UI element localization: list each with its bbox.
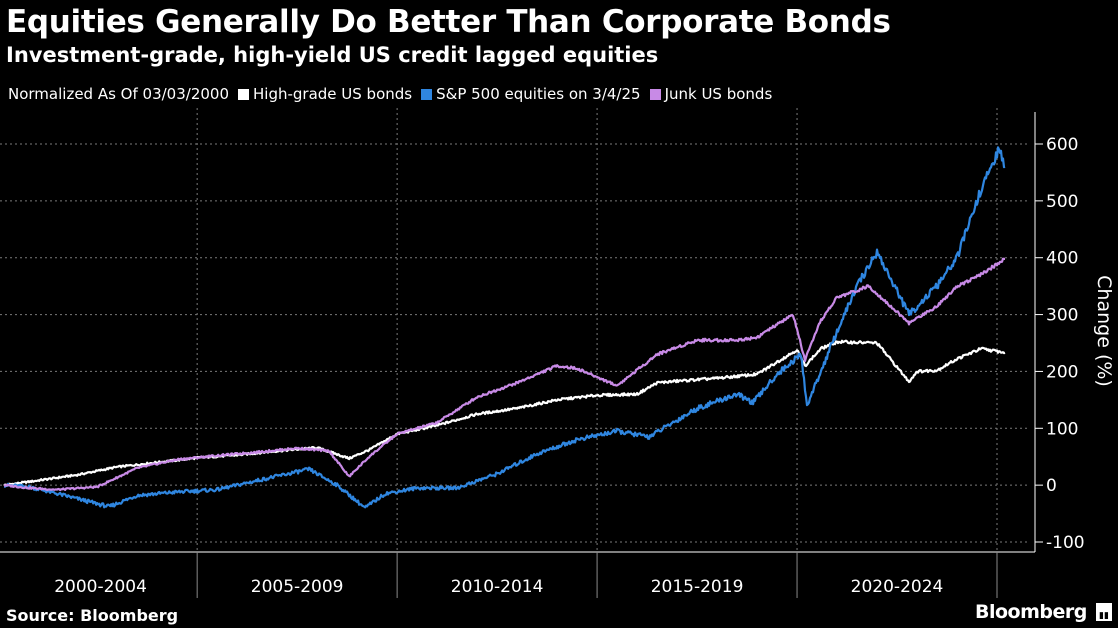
bloomberg-logo: Bloomberg — [975, 601, 1087, 623]
y-tick-label: 100 — [1046, 419, 1078, 439]
legend-label: Junk US bonds — [664, 85, 773, 103]
series-line-2 — [3, 257, 1006, 492]
chart-title: Equities Generally Do Better Than Corpor… — [6, 4, 891, 40]
chart-subtitle: Investment-grade, high-yield US credit l… — [6, 43, 659, 67]
series-lines — [3, 146, 1006, 509]
legend-note: Normalized As Of 03/03/2000 — [8, 85, 229, 103]
x-category-label: 2005-2009 — [251, 577, 344, 597]
legend-item-sp500: S&P 500 equities on 3/4/25 — [421, 85, 641, 103]
legend-item-junk: Junk US bonds — [649, 85, 773, 103]
x-category-label: 2015-2019 — [651, 577, 744, 597]
y-tick-label: 0 — [1046, 476, 1057, 496]
legend-swatch — [238, 88, 249, 100]
y-axis-label: Change (%) — [1093, 275, 1115, 387]
series-line-1 — [3, 146, 1006, 509]
legend-item-high-grade: High-grade US bonds — [238, 85, 412, 103]
y-tick-label: 600 — [1046, 135, 1078, 155]
y-tick-label: 300 — [1046, 306, 1078, 326]
x-axis: 2000-2004 2005-2009 2010-2014 2015-2019 2020… — [0, 551, 1035, 598]
x-category-label: 2020-2024 — [851, 577, 944, 597]
legend-swatch — [649, 88, 661, 100]
source-note: Source: Bloomberg — [6, 606, 179, 625]
x-category-label: 2000-2004 — [54, 577, 147, 597]
legend-note-text: Normalized As Of 03/03/2000 — [8, 85, 229, 103]
grid-lines — [0, 108, 1030, 552]
legend: Normalized As Of 03/03/2000 High-grade U… — [8, 85, 781, 103]
y-axis: -100 0 100 200 300 400 500 600 Change (%) — [1034, 112, 1115, 553]
y-tick-label: 400 — [1046, 249, 1078, 269]
bloomberg-mark-icon: ▮▮ — [1096, 603, 1112, 621]
x-category-label: 2010-2014 — [451, 577, 544, 597]
legend-swatch — [421, 88, 433, 100]
legend-label: S&P 500 equities on 3/4/25 — [436, 85, 641, 103]
y-tick-label: -100 — [1046, 533, 1085, 553]
legend-label: High-grade US bonds — [253, 85, 413, 103]
y-tick-label: 500 — [1046, 192, 1078, 212]
y-tick-label: 200 — [1046, 362, 1078, 382]
